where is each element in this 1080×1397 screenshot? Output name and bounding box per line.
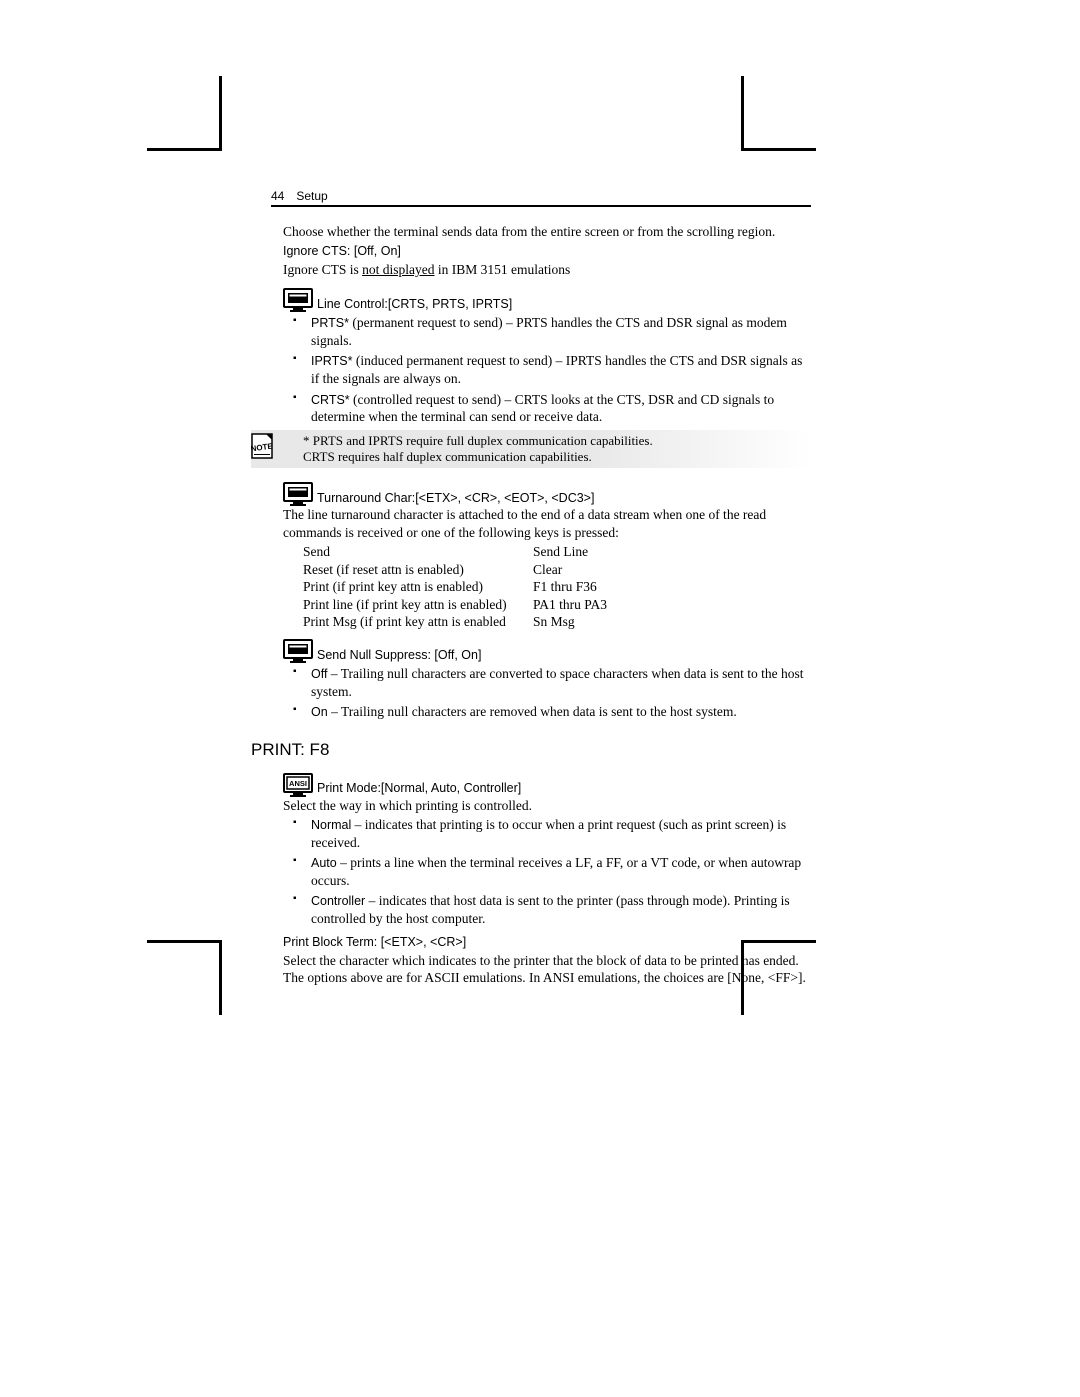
list-item-key: On bbox=[311, 705, 328, 719]
turnaround-col-left: SendReset (if reset attn is enabled)Prin… bbox=[303, 543, 533, 631]
ignore-cts-text: Ignore CTS is not displayed in IBM 3151 … bbox=[283, 261, 811, 279]
print-mode-list: Normal – indicates that printing is to o… bbox=[283, 816, 811, 927]
monitor-icon bbox=[283, 639, 313, 663]
list-item: Off – Trailing null characters are conve… bbox=[283, 665, 811, 700]
print-mode-desc: Select the way in which printing is cont… bbox=[283, 797, 811, 815]
list-item-key: IPRTS* bbox=[311, 354, 352, 368]
list-item: PRTS* (permanent request to send) – PRTS… bbox=[283, 314, 811, 349]
page-number: 44 bbox=[271, 189, 284, 203]
line-control-label: Line Control: bbox=[317, 296, 388, 312]
line-control-options: [CRTS, PRTS, IPRTS] bbox=[388, 296, 512, 312]
svg-text:ANSI: ANSI bbox=[289, 779, 307, 788]
list-item: IPRTS* (induced permanent request to sen… bbox=[283, 352, 811, 387]
list-item: Normal – indicates that printing is to o… bbox=[283, 816, 811, 851]
monitor-icon bbox=[283, 288, 313, 312]
list-item-key: PRTS* bbox=[311, 316, 349, 330]
content-area: 44 Setup Choose whether the terminal sen… bbox=[271, 189, 811, 989]
list-item-text: (controlled request to send) – CRTS look… bbox=[311, 392, 774, 425]
send-null-heading: Send Null Suppress: [Off, On] bbox=[283, 631, 811, 663]
list-item: Auto – prints a line when the terminal r… bbox=[283, 854, 811, 889]
list-item-key: Auto bbox=[311, 856, 337, 870]
list-item-key: Off bbox=[311, 667, 327, 681]
monitor-icon bbox=[283, 482, 313, 506]
turnaround-options: [<ETX>, <CR>, <EOT>, <DC3>] bbox=[415, 490, 594, 506]
list-item-text: – indicates that host data is sent to th… bbox=[311, 893, 790, 926]
key-entry: F1 thru F36 bbox=[533, 578, 811, 596]
crop-mark-top-left bbox=[147, 76, 222, 151]
print-block-term-desc: Select the character which indicates to … bbox=[283, 952, 811, 987]
section-name: Setup bbox=[296, 189, 327, 203]
list-item-text: – Trailing null characters are converted… bbox=[311, 666, 804, 699]
list-item: On – Trailing null characters are remove… bbox=[283, 703, 811, 721]
note-line1: * PRTS and IPRTS require full duplex com… bbox=[303, 433, 653, 448]
crop-mark-top-right bbox=[741, 76, 816, 151]
ignore-cts-pre: Ignore CTS is bbox=[283, 262, 362, 277]
turnaround-key-table: SendReset (if reset attn is enabled)Prin… bbox=[283, 543, 811, 631]
turnaround-label: Turnaround Char: bbox=[317, 490, 415, 506]
list-item-text: (induced permanent request to send) – IP… bbox=[311, 353, 802, 386]
note-icon: NOTE bbox=[251, 433, 275, 459]
key-entry: Print (if print key attn is enabled) bbox=[303, 578, 533, 596]
list-item: CRTS* (controlled request to send) – CRT… bbox=[283, 391, 811, 426]
ignore-cts-post: in IBM 3151 emulations bbox=[435, 262, 571, 277]
key-entry: Clear bbox=[533, 561, 811, 579]
turnaround-col-right: Send LineClearF1 thru F36PA1 thru PA3Sn … bbox=[533, 543, 811, 631]
print-section-heading: PRINT: F8 bbox=[251, 739, 811, 761]
ignore-cts-underlined: not displayed bbox=[362, 262, 434, 277]
list-item-key: CRTS* bbox=[311, 393, 350, 407]
list-item-text: (permanent request to send) – PRTS handl… bbox=[311, 315, 787, 348]
running-header: 44 Setup bbox=[271, 189, 811, 207]
note-text: * PRTS and IPRTS require full duplex com… bbox=[283, 433, 653, 466]
key-entry: PA1 thru PA3 bbox=[533, 596, 811, 614]
print-mode-heading: ANSI Print Mode: [Normal, Auto, Controll… bbox=[283, 767, 811, 797]
note-line2: CRTS requires half duplex communication … bbox=[303, 449, 592, 464]
key-entry: Send bbox=[303, 543, 533, 561]
crop-mark-bottom-left bbox=[147, 940, 222, 1015]
list-item-key: Normal bbox=[311, 818, 351, 832]
send-null-list: Off – Trailing null characters are conve… bbox=[283, 665, 811, 721]
list-item-text: – indicates that printing is to occur wh… bbox=[311, 817, 786, 850]
ignore-cts-label: Ignore CTS: [Off, On] bbox=[283, 243, 811, 259]
list-item-text: – prints a line when the terminal receiv… bbox=[311, 855, 801, 888]
key-entry: Print line (if print key attn is enabled… bbox=[303, 596, 533, 614]
list-item: Controller – indicates that host data is… bbox=[283, 892, 811, 927]
turnaround-heading: Turnaround Char: [<ETX>, <CR>, <EOT>, <D… bbox=[283, 474, 811, 506]
note-callout: NOTE * PRTS and IPRTS require full duple… bbox=[251, 430, 811, 469]
send-null-label: Send Null Suppress: [Off, On] bbox=[317, 647, 481, 663]
line-control-list: PRTS* (permanent request to send) – PRTS… bbox=[283, 314, 811, 425]
turnaround-desc: The line turnaround character is attache… bbox=[283, 506, 811, 541]
key-entry: Reset (if reset attn is enabled) bbox=[303, 561, 533, 579]
ansi-monitor-icon: ANSI bbox=[283, 773, 313, 797]
list-item-text: – Trailing null characters are removed w… bbox=[328, 704, 737, 719]
key-entry: Send Line bbox=[533, 543, 811, 561]
print-mode-options: [Normal, Auto, Controller] bbox=[381, 780, 521, 796]
intro-paragraph: Choose whether the terminal sends data f… bbox=[283, 223, 811, 241]
print-block-term-label: Print Block Term: [<ETX>, <CR>] bbox=[283, 934, 811, 950]
key-entry: Print Msg (if print key attn is enabled bbox=[303, 613, 533, 631]
page: 44 Setup Choose whether the terminal sen… bbox=[0, 0, 1080, 1397]
line-control-heading: Line Control: [CRTS, PRTS, IPRTS] bbox=[283, 280, 811, 312]
key-entry: Sn Msg bbox=[533, 613, 811, 631]
list-item-key: Controller bbox=[311, 894, 365, 908]
print-mode-label: Print Mode: bbox=[317, 780, 381, 796]
